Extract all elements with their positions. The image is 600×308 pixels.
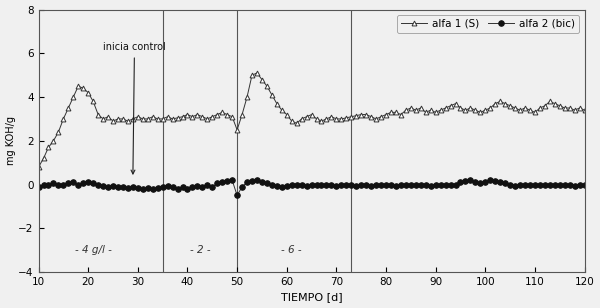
alfa 1 (S) — [581, 108, 588, 112]
Line: alfa 2 (bic): alfa 2 (bic) — [36, 177, 587, 198]
alfa 2 (bic) — [229, 178, 236, 182]
alfa 1 (S) — [566, 106, 573, 110]
Text: - 2 -: - 2 - — [190, 245, 210, 255]
alfa 1 (S) — [159, 117, 166, 121]
Text: - 6 -: - 6 - — [281, 245, 302, 255]
alfa 2 (bic) — [159, 185, 166, 188]
X-axis label: TIEMPO [d]: TIEMPO [d] — [281, 292, 343, 302]
Y-axis label: mg KOH/g: mg KOH/g — [5, 116, 16, 165]
alfa 2 (bic) — [571, 184, 578, 188]
Text: - 4 g/l -: - 4 g/l - — [75, 245, 112, 255]
alfa 1 (S) — [238, 113, 245, 116]
alfa 1 (S) — [358, 113, 365, 116]
alfa 1 (S) — [35, 165, 42, 169]
alfa 1 (S) — [293, 121, 300, 125]
alfa 1 (S) — [253, 71, 260, 75]
alfa 2 (bic) — [298, 183, 305, 186]
Legend: alfa 1 (S), alfa 2 (bic): alfa 1 (S), alfa 2 (bic) — [397, 15, 580, 33]
Line: alfa 1 (S): alfa 1 (S) — [36, 71, 587, 169]
alfa 1 (S) — [174, 116, 181, 120]
alfa 2 (bic) — [362, 183, 370, 186]
Text: inicia control: inicia control — [103, 43, 166, 174]
alfa 2 (bic) — [35, 185, 42, 188]
alfa 2 (bic) — [233, 194, 241, 197]
alfa 2 (bic) — [581, 183, 588, 186]
alfa 2 (bic) — [248, 179, 256, 183]
alfa 2 (bic) — [174, 187, 181, 191]
